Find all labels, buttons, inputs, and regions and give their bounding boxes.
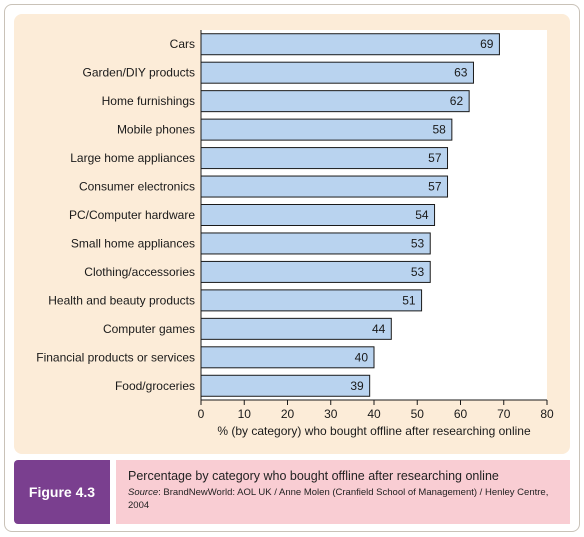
x-tick-label: 70: [497, 407, 511, 421]
x-tick-label: 50: [411, 407, 425, 421]
chart-panel: Cars 69 Garden/DIY products 63 Home furnishi…: [14, 14, 570, 454]
bar: [200, 118, 453, 141]
category-label: PC/Computer hardware: [69, 208, 195, 222]
data-label: 53: [411, 236, 425, 250]
category-label: Food/groceries: [115, 379, 195, 393]
category-label: Large home appliances: [70, 151, 195, 165]
bar: [200, 232, 431, 255]
source-label: Source: [128, 487, 159, 498]
bar: [200, 260, 431, 283]
caption-row: Figure 4.3 Percentage by category who bo…: [14, 460, 570, 524]
figure-label: Figure 4.3: [14, 460, 110, 524]
data-label: 69: [480, 37, 494, 51]
data-label: 57: [428, 151, 442, 165]
category-label: Health and beauty products: [48, 293, 195, 307]
data-label: 62: [450, 94, 464, 108]
x-tick-label: 40: [367, 407, 381, 421]
bar: [200, 317, 392, 340]
bar: [200, 289, 423, 312]
source-text: : BrandNewWorld: AOL UK / Anne Molen (Cr…: [128, 487, 549, 511]
category-label: Cars: [170, 37, 195, 51]
category-label: Mobile phones: [117, 123, 195, 137]
data-label: 40: [355, 350, 369, 364]
x-tick-label: 60: [454, 407, 468, 421]
category-label: Small home appliances: [71, 236, 195, 250]
bar: [200, 175, 449, 198]
x-tick-label: 30: [324, 407, 338, 421]
x-tick-label: 10: [238, 407, 252, 421]
category-label: Clothing/accessories: [84, 265, 195, 279]
x-axis-label: % (by category) who bought offline after…: [217, 424, 531, 438]
data-label: 63: [454, 66, 468, 80]
bar-chart: Cars 69 Garden/DIY products 63 Home furnishi…: [36, 30, 554, 438]
data-label: 39: [350, 379, 364, 393]
bar: [200, 204, 436, 226]
bar: [200, 346, 375, 369]
category-label: Home furnishings: [102, 94, 195, 108]
bar: [200, 374, 371, 397]
x-tick-label: 20: [281, 407, 295, 421]
caption-box: Percentage by category who bought offlin…: [116, 460, 570, 524]
bar: [200, 90, 470, 113]
x-tick-label: 80: [540, 407, 554, 421]
category-label: Garden/DIY products: [82, 66, 195, 80]
data-label: 58: [432, 123, 446, 137]
category-label: Computer games: [103, 322, 195, 336]
figure-source: Source: BrandNewWorld: AOL UK / Anne Mol…: [128, 486, 558, 512]
data-label: 53: [411, 265, 425, 279]
bar: [200, 61, 474, 84]
figure-caption: Percentage by category who bought offlin…: [128, 469, 499, 483]
category-label: Financial products or services: [36, 350, 195, 364]
bar: [200, 33, 500, 56]
data-label: 54: [415, 208, 429, 222]
data-label: 57: [428, 180, 442, 194]
data-label: 51: [402, 293, 416, 307]
category-label: Consumer electronics: [79, 180, 195, 194]
data-label: 44: [372, 322, 386, 336]
bar: [200, 147, 449, 170]
x-tick-label: 0: [198, 407, 205, 421]
